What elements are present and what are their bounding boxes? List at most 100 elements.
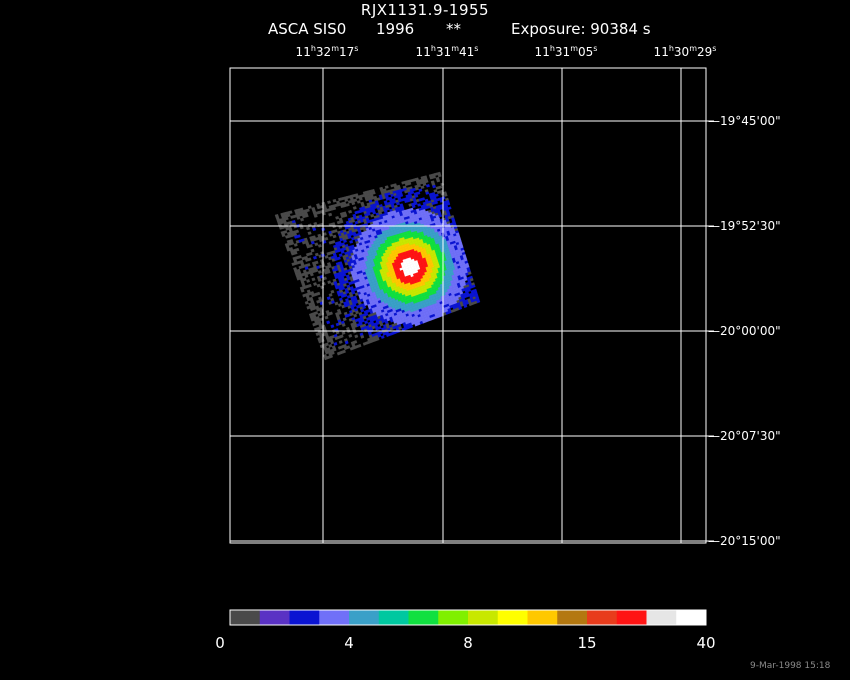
image-pixel [342,317,347,322]
image-pixel [316,283,321,288]
source-image [274,171,481,361]
image-pixel [346,345,351,350]
image-pixel [348,209,353,214]
image-pixel [434,193,439,197]
image-pixel [371,191,376,195]
image-pixel [312,227,317,232]
image-pixel [356,200,361,204]
image-pixel [342,349,346,354]
exposure-label: Exposure: 90384 s [511,20,651,38]
image-pixel [336,256,341,261]
image-pixel [337,303,342,307]
image-pixel [331,240,336,244]
image-pixel [319,317,324,322]
image-pixel [414,194,419,198]
image-pixel [416,191,421,195]
image-pixel [377,325,382,330]
image-pixel [335,216,340,220]
image-pixel [333,341,338,346]
image-pixel [314,260,319,265]
image-pixel [310,240,315,245]
colorbar-segment [616,610,647,625]
image-pixel [476,299,481,304]
image-pixel [284,216,289,221]
image-pixel [304,274,309,279]
image-pixel [339,219,344,224]
image-pixel [299,217,305,222]
colorbar-segment [408,610,439,625]
image-pixel [330,324,335,329]
image-pixel [338,340,343,344]
year-label: 1996 [376,20,415,38]
image-pixel [443,193,448,197]
image-pixel [331,300,335,304]
image-pixel [437,173,442,178]
image-pixel [469,277,474,282]
image-pixel [328,212,333,217]
colorbar-segment [289,610,320,625]
image-pixel [311,277,316,282]
image-pixel [317,270,322,274]
image-pixel [395,201,400,206]
colorbar-segment [587,610,618,625]
image-pixel [324,255,329,259]
image-pixel [347,235,352,240]
image-pixel [305,226,311,231]
image-pixel [313,221,318,226]
image-pixel [326,270,331,274]
colorbar-segment [676,610,707,625]
image-pixel [305,208,310,213]
image-pixel [340,250,345,254]
image-pixel [330,351,335,355]
colorbar-segment [319,610,350,625]
image-pixel [424,179,429,184]
image-pixel [304,213,309,218]
image-pixel [317,244,322,248]
instrument-label: ASCA SIS0 [268,20,347,38]
image-pixel [281,233,286,238]
image-pixel [283,230,288,234]
image-pixel [332,206,337,211]
image-pixel [317,278,322,282]
image-pixel [290,241,295,246]
image-pixel [375,337,380,341]
ra-tick-label: 11h31m05s [534,44,598,59]
image-pixel [413,201,418,206]
ra-tick-label: 11h32m17s [295,44,359,59]
colorbar-segment [259,610,290,625]
colorbar-tick-label: 8 [463,634,473,652]
image-pixel [308,243,313,248]
image-pixel [327,280,332,285]
image-pixel [314,268,319,273]
image-pixel [286,213,291,218]
image-pixel [467,271,472,275]
image-pixel [344,198,349,202]
colorbar-segment [438,610,469,625]
image-pixel [438,185,443,189]
image-pixel [314,252,319,257]
image-pixel [313,282,318,286]
image-pixel [433,189,438,193]
image-pixel [385,207,390,211]
image-pixel [297,255,302,259]
image-pixel [322,276,327,281]
image-pixel [332,234,337,239]
image-pixel [328,293,333,297]
image-pixel [344,340,349,345]
colorbar-frame [229,609,707,626]
image-pixel [332,347,337,352]
image-pixel [399,193,404,198]
image-pixel [306,279,311,283]
image-pixel [321,263,326,268]
plot-frame [229,67,707,544]
image-pixel [418,188,423,192]
image-pixel [309,272,314,277]
image-pixel [438,213,443,218]
dec-tick-label: —20°00'00" [708,324,781,338]
image-pixel [310,248,315,253]
image-pixel [327,200,332,204]
image-pixel [434,200,439,205]
image-pixel [420,185,425,189]
image-pixel [307,231,312,235]
dec-tick-label: —20°15'00" [708,534,781,548]
